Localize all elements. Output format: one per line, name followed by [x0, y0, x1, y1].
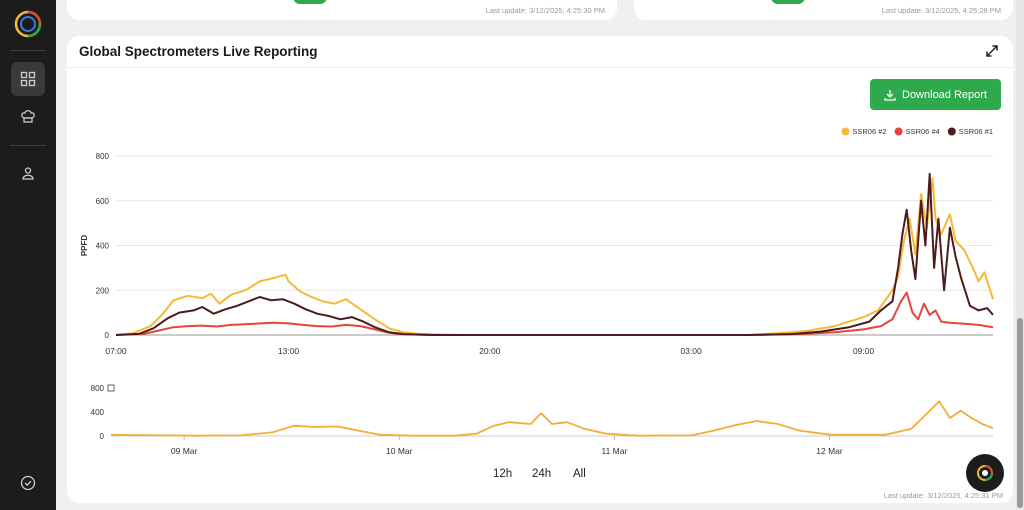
last-update: Last update: 3/12/2025, 4:25:31 PM	[883, 491, 1003, 500]
card-title: Global Spectrometers Live Reporting	[79, 44, 318, 59]
user-icon	[22, 167, 34, 180]
sidebar-divider	[10, 145, 46, 146]
series-line	[115, 291, 994, 336]
nav-recipes-button[interactable]	[11, 99, 45, 133]
download-report-label: Download Report	[902, 88, 987, 101]
legend-label: SSR06 #2	[852, 127, 886, 136]
navigator-area-chart[interactable]: 0 400 800 09 Mar 10 Mar 11 Mar 12 Mar	[91, 384, 994, 456]
nav-y-tick-label: 400	[91, 408, 105, 417]
range-24h-button[interactable]: 24h	[532, 468, 552, 480]
chat-assistant-button[interactable]	[966, 454, 1004, 492]
legend-label: SSR06 #4	[906, 127, 940, 136]
nav-x-tick-label: 11 Mar	[601, 446, 627, 456]
x-tick-label: 07:00	[105, 346, 127, 356]
x-tick-label: 09:00	[853, 346, 875, 356]
scrollbar-thumb[interactable]	[1017, 318, 1023, 508]
range-all-button[interactable]: All	[573, 468, 586, 480]
nav-dashboard-button[interactable]	[11, 62, 45, 96]
spiral-logo-icon[interactable]	[14, 10, 42, 38]
charts-area: 0 200 400 600 800 07:00 13:00 20:00 03:00 09:00 PP…	[80, 127, 994, 456]
status-pill	[293, 0, 327, 4]
y-tick-label: 200	[96, 286, 110, 295]
legend-swatch	[841, 127, 850, 136]
chef-hat-icon	[21, 110, 35, 123]
nav-account-button[interactable]	[11, 156, 45, 190]
nav-x-tick-label: 10 Mar	[386, 446, 413, 456]
y-tick-label: 600	[96, 197, 110, 206]
legend-swatch	[894, 127, 903, 136]
series-line	[115, 177, 994, 336]
y-tick-label: 800	[96, 152, 110, 161]
last-update: Last update: 3/12/2025, 4:25:30 PM	[485, 6, 605, 15]
legend-swatch	[947, 127, 956, 136]
nav-status-button[interactable]	[11, 466, 45, 500]
check-circle-icon	[20, 475, 36, 491]
nav-y-tick-label: 800	[91, 384, 105, 393]
y-axis-label: PPFD	[80, 235, 89, 257]
y-tick-label: 0	[105, 331, 110, 340]
sidebar	[0, 0, 56, 510]
download-report-button[interactable]: Download Report	[870, 79, 1001, 110]
x-tick-label: 03:00	[680, 346, 702, 356]
legend-label: SSR06 #1	[959, 127, 993, 136]
page-scrollbar[interactable]	[1016, 0, 1024, 510]
chat-assistant-icon	[977, 465, 993, 481]
expand-arrows-icon[interactable]	[985, 44, 999, 58]
sidebar-divider	[10, 50, 46, 51]
main-line-chart[interactable]: 0 200 400 600 800 07:00 13:00 20:00 03:00 09:00 PP…	[80, 127, 994, 356]
spectrometers-card: Global Spectrometers Live Reporting Down…	[67, 36, 1013, 503]
top-card-right: Last update: 3/12/2025, 4:25:28 PM	[634, 0, 1013, 20]
card-divider	[67, 67, 1013, 68]
nav-x-tick-label: 09 Mar	[171, 446, 198, 456]
series-line	[115, 172, 994, 336]
x-tick-label: 13:00	[278, 346, 300, 356]
x-tick-label: 20:00	[479, 346, 501, 356]
download-icon	[884, 89, 896, 101]
last-update: Last update: 3/12/2025, 4:25:28 PM	[881, 6, 1001, 15]
nav-series-line	[110, 400, 994, 437]
dashboard-icon	[20, 71, 36, 87]
y-tick-label: 400	[96, 242, 110, 251]
top-card-left: Last update: 3/12/2025, 4:25:30 PM	[67, 0, 617, 20]
range-12h-button[interactable]: 12h	[493, 468, 513, 480]
navigator-handle	[107, 384, 115, 392]
nav-y-tick-label: 0	[100, 432, 105, 441]
nav-x-tick-label: 12 Mar	[816, 446, 843, 456]
status-pill	[771, 0, 805, 4]
